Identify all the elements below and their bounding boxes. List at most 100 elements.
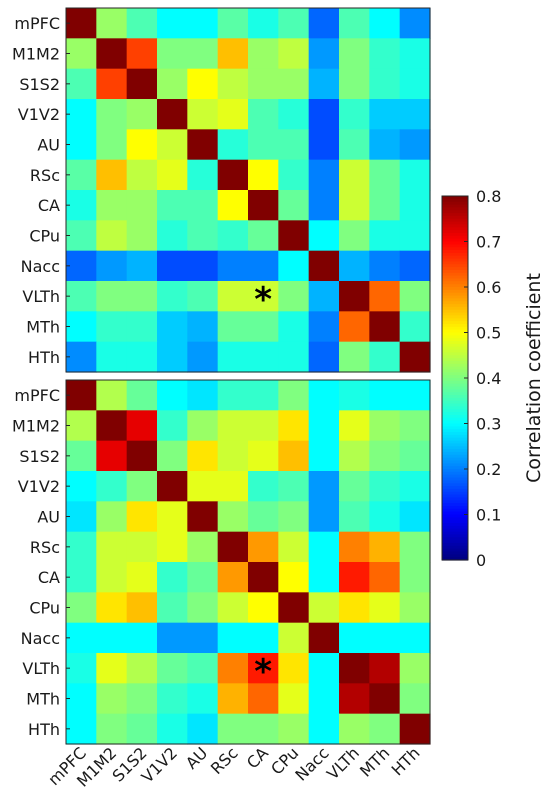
top-cell-MTh-HTh (399, 311, 431, 343)
colorbar-step (442, 457, 468, 462)
bottom-cell-HTh-V1V2 (157, 713, 188, 745)
top-cell-S1S2-HTh (399, 68, 431, 100)
bottom-cell-M1M2-MTh (369, 410, 401, 442)
bottom-cell-M1M2-CPu (278, 410, 310, 442)
top-cell-VLTh-mPFC (66, 281, 97, 312)
bottom-cell-VLTh-Nacc (308, 653, 340, 684)
top-cell-mPFC-V1V2 (157, 8, 188, 39)
top-cell-MTh-M1M2 (96, 311, 128, 343)
bottom-ytick-label-RSc: RSc (30, 538, 60, 557)
top-cell-CPu-VLTh (339, 220, 370, 252)
colorbar-step (442, 255, 468, 260)
top-cell-MTh-Nacc (308, 311, 340, 343)
colorbar-step (442, 454, 468, 459)
bottom-cell-CA-CPu (278, 562, 310, 593)
top-cell-M1M2-Nacc (308, 38, 340, 70)
bottom-cell-MTh-AU (187, 683, 219, 715)
top-cell-S1S2-CPu (278, 68, 310, 100)
bottom-cell-mPFC-MTh (369, 380, 401, 411)
bottom-cell-CPu-V1V2 (157, 592, 188, 624)
top-cell-Nacc-S1S2 (126, 250, 158, 282)
bottom-cell-VLTh-M1M2 (96, 653, 128, 684)
top-ytick-label-MTh: MTh (26, 318, 60, 337)
bottom-cell-AU-RSc (217, 501, 249, 533)
bottom-cell-S1S2-HTh (399, 440, 431, 472)
colorbar-step (442, 434, 468, 439)
bottom-cell-V1V2-AU (187, 471, 219, 502)
top-cell-RSc-M1M2 (96, 159, 128, 191)
top-cell-Nacc-Nacc (308, 250, 340, 282)
bottom-cell-V1V2-MTh (369, 471, 401, 502)
colorbar-step (442, 369, 468, 373)
top-cell-M1M2-MTh (369, 38, 401, 70)
colorbar-step (442, 511, 468, 516)
bottom-cell-M1M2-HTh (399, 410, 431, 442)
colorbar-step (442, 389, 468, 393)
top-cell-S1S2-Nacc (308, 68, 340, 100)
top-cell-RSc-Nacc (308, 159, 340, 191)
colorbar-step (442, 261, 468, 265)
top-cell-Nacc-M1M2 (96, 250, 128, 282)
colorbar-step (442, 264, 468, 268)
colorbar-step (442, 343, 468, 348)
bottom-cell-RSc-Nacc (308, 531, 340, 563)
top-cell-VLTh-AU (187, 281, 219, 312)
top-cell-M1M2-S1S2 (126, 38, 158, 70)
x-tick-label-HTh: HTh (388, 743, 424, 779)
colorbar-step (442, 309, 468, 314)
colorbar-step (442, 312, 468, 317)
colorbar-step (442, 210, 468, 214)
bottom-ytick-label-V1V2: V1V2 (18, 477, 60, 496)
bottom-cell-AU-CA (248, 501, 279, 533)
top-cell-RSc-HTh (399, 159, 431, 191)
colorbar-step (442, 247, 468, 251)
bottom-cell-CPu-HTh (399, 592, 431, 624)
bottom-cell-HTh-RSc (217, 713, 249, 745)
top-cell-MTh-RSc (217, 311, 249, 343)
top-cell-mPFC-CA (248, 8, 279, 39)
colorbar-step (442, 500, 468, 504)
bottom-cell-mPFC-CA (248, 380, 279, 411)
top-cell-MTh-V1V2 (157, 311, 188, 343)
colorbar-step (442, 366, 468, 371)
colorbar-step (442, 466, 468, 470)
top-cell-S1S2-mPFC (66, 68, 97, 100)
top-cell-Nacc-MTh (369, 250, 401, 282)
colorbar-step (442, 238, 468, 243)
bottom-cell-MTh-Nacc (308, 683, 340, 715)
top-cell-V1V2-VLTh (339, 99, 370, 130)
bottom-cell-Nacc-HTh (399, 622, 431, 654)
top-significance-marker: * (254, 280, 272, 320)
bottom-cell-V1V2-HTh (399, 471, 431, 502)
top-cell-CA-VLTh (339, 190, 370, 221)
colorbar-step (442, 469, 468, 473)
colorbar-step (442, 400, 468, 405)
x-tick-label-RSc: RSc (207, 743, 242, 778)
colorbar-tick-label-2: 0.2 (476, 460, 501, 479)
bottom-cell-V1V2-CPu (278, 471, 310, 502)
bottom-heatmap: mPFC M1M2 S1S2 V1V2 AU RSc CA CPu Nacc VLTh MTh HTh… (12, 379, 431, 745)
bottom-ytick-label-AU: AU (37, 508, 60, 527)
top-cell-CA-AU (187, 190, 219, 221)
colorbar-step (442, 258, 468, 262)
top-cell-V1V2-Nacc (308, 99, 340, 130)
colorbar-step (442, 432, 468, 436)
bottom-cell-mPFC-mPFC (66, 380, 97, 411)
top-cell-CPu-HTh (399, 220, 431, 252)
top-cell-S1S2-AU (187, 68, 219, 100)
colorbar-step (442, 338, 468, 342)
bottom-cell-RSc-mPFC (66, 531, 97, 563)
colorbar-step (442, 295, 468, 299)
bottom-cell-S1S2-CPu (278, 440, 310, 472)
colorbar-step (442, 230, 468, 234)
top-cell-M1M2-mPFC (66, 38, 97, 70)
bottom-cell-S1S2-AU (187, 440, 219, 472)
bottom-cell-mPFC-V1V2 (157, 380, 188, 411)
colorbar-step (442, 375, 468, 379)
colorbar-step (442, 440, 468, 444)
top-cell-M1M2-CA (248, 38, 279, 70)
top-cell-AU-VLTh (339, 129, 370, 161)
colorbar-step (442, 406, 468, 410)
top-cell-mPFC-S1S2 (126, 8, 158, 39)
colorbar-step (442, 443, 468, 447)
